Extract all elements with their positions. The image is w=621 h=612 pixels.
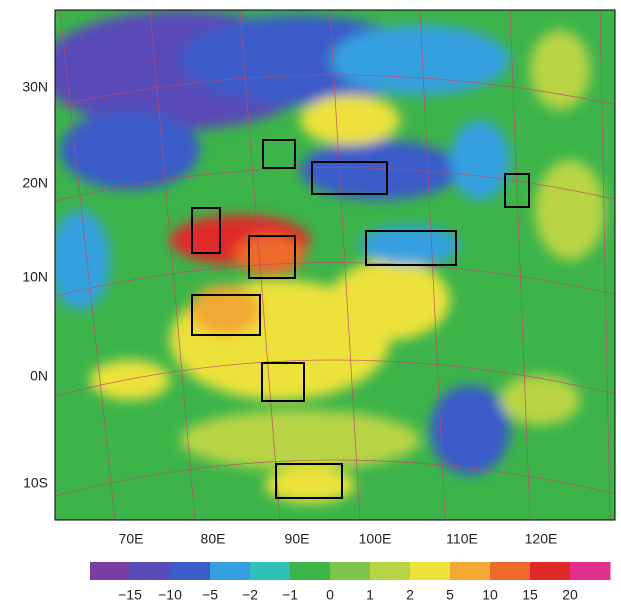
longitude-label: 90E bbox=[285, 531, 310, 547]
colorbar-label: 1 bbox=[366, 587, 374, 603]
colorbar-label: 2 bbox=[406, 587, 414, 603]
colorbar-label: 0 bbox=[326, 587, 334, 603]
colorbar-label: 15 bbox=[522, 587, 538, 603]
colorbar-segment bbox=[90, 562, 131, 580]
map-figure: 30N20N10N0N10S70E80E90E100E110E120E−15−1… bbox=[0, 0, 621, 607]
colorbar-label: 5 bbox=[446, 587, 454, 603]
colorbar-segment bbox=[450, 562, 491, 580]
colorbar-label: −10 bbox=[158, 587, 182, 603]
colorbar-label: 10 bbox=[482, 587, 498, 603]
colorbar-segment bbox=[210, 562, 251, 580]
latitude-label: 10N bbox=[22, 269, 48, 285]
colorbar-segment bbox=[250, 562, 291, 580]
latitude-label: 0N bbox=[30, 368, 48, 384]
colorbar-label: −5 bbox=[202, 587, 218, 603]
colorbar-segment bbox=[330, 562, 371, 580]
longitude-label: 80E bbox=[201, 531, 226, 547]
colorbar-segment bbox=[170, 562, 211, 580]
longitude-label: 110E bbox=[446, 531, 478, 547]
colorbar-segment bbox=[290, 562, 331, 580]
latitude-label: 30N bbox=[22, 79, 48, 95]
colorbar-segment bbox=[530, 562, 571, 580]
colorbar-label: −1 bbox=[282, 587, 298, 603]
map-field bbox=[40, 10, 621, 520]
colorbar-label: −2 bbox=[242, 587, 258, 603]
longitude-label: 70E bbox=[119, 531, 144, 547]
latitude-label: 20N bbox=[22, 175, 48, 191]
colorbar-segment bbox=[410, 562, 451, 580]
latitude-label: 10S bbox=[23, 475, 48, 491]
colorbar-segment bbox=[490, 562, 531, 580]
colorbar-segment bbox=[130, 562, 171, 580]
colorbar-label: 20 bbox=[562, 587, 578, 603]
colorbar-label: −15 bbox=[118, 587, 142, 603]
colorbar-segment bbox=[370, 562, 411, 580]
longitude-label: 120E bbox=[525, 531, 558, 547]
colorbar-segment bbox=[570, 562, 611, 580]
longitude-label: 100E bbox=[359, 531, 392, 547]
